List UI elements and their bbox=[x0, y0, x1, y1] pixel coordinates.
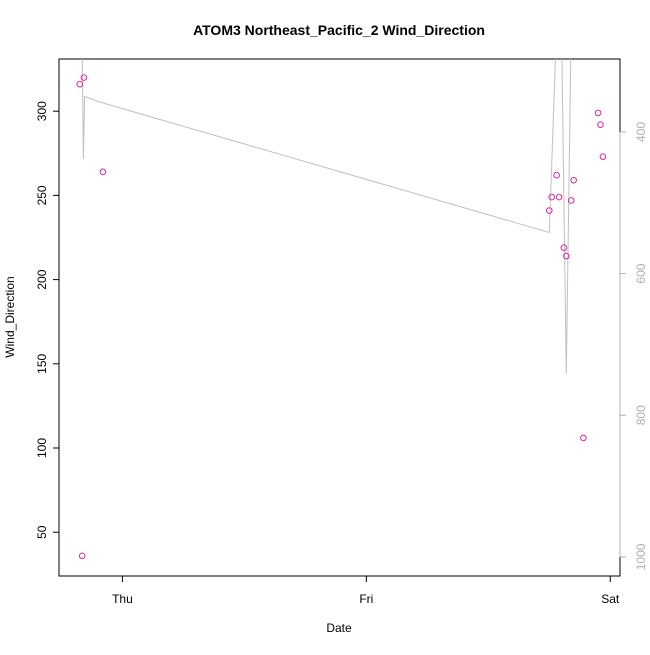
data-point bbox=[548, 193, 556, 201]
y2-tick-label: 600 bbox=[634, 263, 648, 283]
x-tick-label: Fri bbox=[359, 592, 373, 606]
series-line bbox=[81, 59, 572, 375]
data-point bbox=[594, 109, 602, 117]
y-axis-label: Wind_Direction bbox=[3, 276, 17, 357]
y-tick-label: 300 bbox=[35, 101, 49, 121]
data-point bbox=[567, 197, 575, 204]
data-point bbox=[99, 168, 107, 176]
y-tick-label: 50 bbox=[35, 525, 49, 539]
x-tick-label: Sat bbox=[601, 592, 620, 606]
data-point bbox=[563, 252, 570, 260]
data-point bbox=[78, 552, 86, 560]
series-point-layer bbox=[76, 74, 607, 560]
series-line-layer bbox=[81, 59, 572, 375]
data-point bbox=[570, 176, 577, 184]
data-point bbox=[599, 153, 607, 160]
y2-tick-label: 400 bbox=[634, 122, 648, 142]
x-axis-label: Date bbox=[326, 621, 352, 635]
y2-tick-label: 1000 bbox=[634, 543, 648, 570]
y-tick-label: 100 bbox=[35, 438, 49, 458]
y-tick-label: 250 bbox=[35, 185, 49, 205]
x-tick-label: Thu bbox=[112, 592, 133, 606]
data-point bbox=[560, 244, 568, 251]
data-point bbox=[580, 434, 587, 442]
y-tick-label: 200 bbox=[35, 269, 49, 289]
axis-layer: Thu Fri Sat 50 100 150 200 250 300 400 600 800 1000 bbox=[35, 101, 648, 606]
chart-title: ATOM3 Northeast_Pacific_2 Wind_Direction bbox=[193, 22, 485, 38]
y2-tick-label: 800 bbox=[634, 405, 648, 425]
plot-frame bbox=[58, 58, 621, 577]
data-point bbox=[553, 171, 560, 179]
data-point bbox=[597, 121, 604, 128]
data-point bbox=[76, 80, 84, 88]
data-point bbox=[545, 207, 553, 214]
data-point bbox=[80, 74, 88, 81]
data-point bbox=[555, 193, 563, 201]
y-tick-label: 150 bbox=[35, 353, 49, 373]
